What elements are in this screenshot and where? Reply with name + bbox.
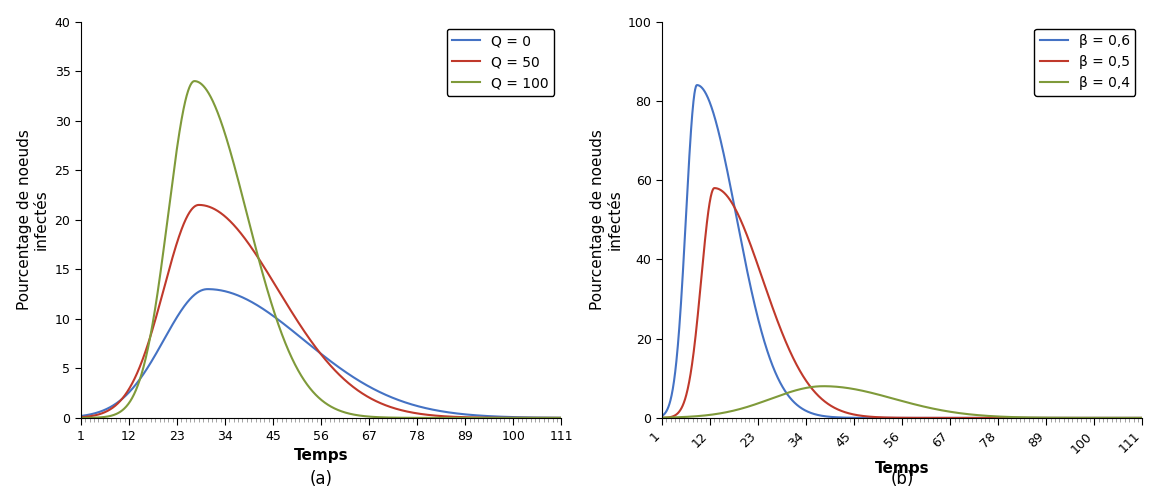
Q = 0 — [201, 286, 214, 292]
Q = 0 — [308, 346, 322, 352]
Q = 50 — [192, 202, 206, 208]
Line: β = 0,5: β = 0,5 — [662, 188, 1143, 418]
β = 0,4 — [1122, 415, 1136, 421]
β = 0,6 — [679, 204, 693, 210]
β = 0,6 — [655, 413, 669, 419]
β = 0,6 — [1136, 415, 1150, 421]
Q = 0 — [452, 411, 466, 417]
X-axis label: Temps: Temps — [293, 448, 349, 463]
β = 0,6 — [1122, 415, 1136, 421]
Q = 50 — [452, 414, 466, 420]
Q = 100 — [308, 391, 322, 397]
Legend: β = 0,6, β = 0,5, β = 0,4: β = 0,6, β = 0,5, β = 0,4 — [1034, 29, 1136, 96]
β = 0,6 — [1034, 415, 1048, 421]
Q = 100 — [554, 415, 568, 421]
β = 0,4 — [655, 415, 669, 421]
β = 0,5 — [889, 415, 903, 421]
Q = 100 — [540, 415, 554, 421]
Q = 100 — [188, 78, 202, 84]
Line: Q = 100: Q = 100 — [81, 81, 561, 418]
Line: β = 0,4: β = 0,4 — [662, 386, 1143, 418]
Y-axis label: Pourcentage de noeuds
infectés: Pourcentage de noeuds infectés — [590, 129, 622, 310]
Q = 0 — [74, 413, 88, 419]
β = 0,5 — [679, 391, 693, 397]
Q = 100 — [99, 414, 112, 420]
Q = 100 — [452, 415, 466, 421]
β = 0,5 — [707, 185, 721, 191]
β = 0,4 — [816, 383, 830, 389]
Q = 50 — [308, 343, 322, 349]
Q = 50 — [99, 409, 112, 415]
β = 0,4 — [889, 396, 903, 402]
Q = 100 — [296, 374, 309, 380]
Q = 0 — [540, 415, 554, 421]
Y-axis label: Pourcentage de noeuds
infectés: Pourcentage de noeuds infectés — [16, 129, 49, 310]
β = 0,4 — [679, 414, 693, 420]
Q = 50 — [296, 325, 309, 331]
β = 0,6 — [1122, 415, 1136, 421]
Q = 100 — [540, 415, 554, 421]
Q = 0 — [554, 415, 568, 421]
Line: β = 0,6: β = 0,6 — [662, 85, 1143, 418]
Legend: Q = 0, Q = 50, Q = 100: Q = 0, Q = 50, Q = 100 — [446, 29, 554, 96]
Line: Q = 0: Q = 0 — [81, 289, 561, 418]
Q = 50 — [74, 414, 88, 420]
Q = 100 — [74, 415, 88, 421]
Q = 0 — [296, 336, 309, 342]
Text: (a): (a) — [309, 470, 333, 488]
β = 0,6 — [889, 415, 903, 421]
Q = 0 — [99, 407, 112, 413]
Q = 50 — [540, 415, 554, 421]
β = 0,4 — [1122, 415, 1136, 421]
X-axis label: Temps: Temps — [875, 461, 930, 476]
β = 0,6 — [690, 82, 704, 88]
β = 0,5 — [876, 415, 890, 421]
β = 0,4 — [1034, 415, 1048, 421]
β = 0,5 — [1122, 415, 1136, 421]
Text: (b): (b) — [890, 470, 913, 488]
Q = 0 — [540, 415, 554, 421]
Line: Q = 50: Q = 50 — [81, 205, 561, 418]
β = 0,5 — [1136, 415, 1150, 421]
β = 0,5 — [1122, 415, 1136, 421]
β = 0,4 — [876, 393, 890, 399]
Q = 50 — [540, 415, 554, 421]
β = 0,5 — [1034, 415, 1048, 421]
β = 0,4 — [1136, 415, 1150, 421]
β = 0,5 — [655, 415, 669, 421]
Q = 50 — [554, 415, 568, 421]
β = 0,6 — [876, 415, 890, 421]
